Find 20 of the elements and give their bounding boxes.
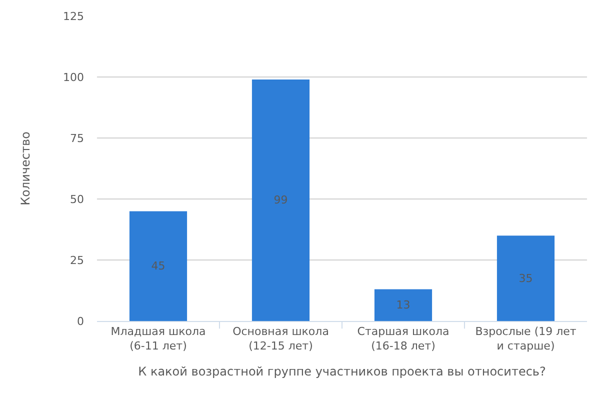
data-label: 13 (396, 298, 410, 312)
data-label: 99 (274, 194, 288, 207)
y-tick-label: 25 (70, 254, 84, 267)
y-axis-title: Количество (18, 132, 32, 206)
bar (496, 236, 555, 321)
y-tick-label: 125 (63, 10, 84, 23)
y-tick-label: 0 (77, 314, 84, 328)
y-tick-label: 75 (70, 132, 84, 145)
x-tick-label: Взрослые (19 лет и старше) (475, 325, 577, 352)
data-label: 35 (518, 272, 533, 285)
bar (129, 211, 188, 321)
x-tick-label: Основная школа (12-15 лет) (232, 325, 329, 352)
bar (252, 79, 310, 321)
x-tick-label: Старшая школа (16-18 лет) (357, 325, 450, 352)
y-tick-label: 100 (63, 70, 84, 84)
data-label: 45 (151, 260, 166, 273)
bar (374, 289, 432, 321)
y-tick-label: 50 (70, 192, 84, 206)
x-axis-title: К какой возрастной группе участников проекта вы относитесь? (138, 364, 546, 378)
x-tick-label: Младшая школа (6-11 лет) (110, 325, 206, 352)
